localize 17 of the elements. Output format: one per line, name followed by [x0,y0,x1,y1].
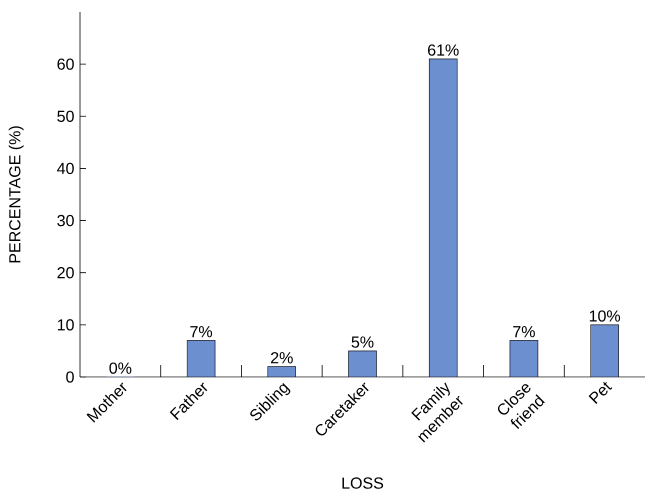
y-tick-label: 30 [57,214,74,226]
data-label: 5% [352,336,374,348]
x-tick-label: Pet [588,382,612,404]
y-axis-title: PERCENTAGE (%) [8,126,24,262]
y-tick-label: 40 [57,162,74,174]
y-tick-label: 10 [58,319,74,331]
data-label: 7% [190,326,212,338]
y-tick-label: 60 [57,58,74,70]
data-label: 10% [590,310,620,322]
data-label: 7% [513,326,535,338]
y-tick-label: 50 [57,110,74,122]
x-axis-title: LOSS [342,477,384,489]
y-tick-label: 20 [57,267,74,278]
data-label: 61% [428,44,459,56]
data-label: 2% [271,352,293,364]
data-label: 0% [109,362,132,374]
y-tick-label: 0 [66,371,74,383]
